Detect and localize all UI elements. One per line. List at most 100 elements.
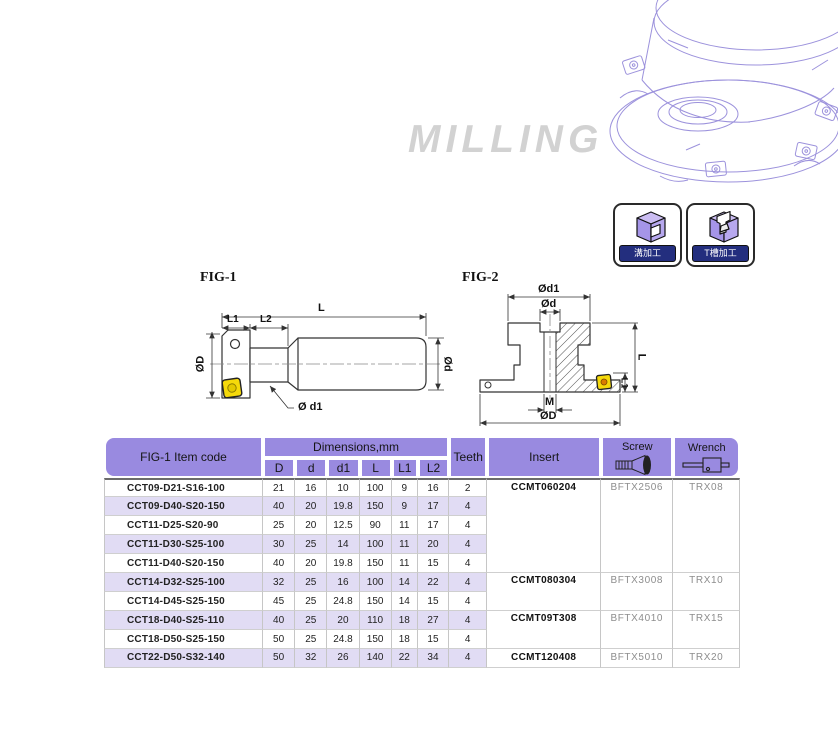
dim-L-cell: 100: [359, 535, 392, 554]
fig2-drawing: FIG-2: [452, 268, 667, 443]
dim-D-cell: 30: [262, 535, 296, 554]
insert-cell: CCMT09T308: [487, 611, 602, 649]
dim-D-cell: 50: [262, 630, 296, 649]
dim-L-cell: 100: [359, 573, 392, 592]
dim-L-cell: 140: [359, 649, 392, 668]
dim-L2-cell: 15: [417, 630, 450, 649]
table-row: CCT09-D40-S20-150 40 20 19.8 150 9 17 4: [104, 497, 740, 516]
teeth-cell: 4: [449, 573, 488, 592]
header-dim-d: d: [295, 458, 328, 478]
tslot-cube-icon: [698, 208, 744, 255]
screw-cell: BFTX5010: [601, 649, 674, 668]
milling-watermark: MILLING: [408, 118, 604, 161]
dim-d-cell: 32: [295, 649, 328, 668]
header-dim-L: L: [359, 458, 392, 478]
item-code-cell: CCT11-D25-S20-90: [104, 516, 263, 535]
teeth-cell: 4: [449, 516, 488, 535]
dim-L2-cell: 15: [417, 592, 450, 611]
item-code-cell: CCT18-D50-S25-150: [104, 630, 263, 649]
teeth-cell: 4: [449, 497, 488, 516]
header-item-code: FIG-1 Item code: [104, 436, 263, 478]
dim-d1-cell: 16: [327, 573, 360, 592]
header-dim-L2: L2: [417, 458, 450, 478]
fig1-dim-L1: L1: [227, 314, 239, 325]
dim-D-cell: 32: [262, 573, 296, 592]
insert-cell: CCMT060204: [487, 478, 602, 573]
fig1-dim-Od1: Ø d1: [298, 401, 323, 413]
dim-L2-cell: 20: [417, 535, 450, 554]
spec-table: FIG-1 Item code Dimensions,mm Teeth Inse…: [104, 436, 740, 668]
dim-d-cell: 25: [295, 573, 328, 592]
fig1-dim-L: L: [318, 302, 325, 314]
dim-d-cell: 25: [295, 535, 328, 554]
dim-L1-cell: 14: [391, 592, 418, 611]
screw-cell: BFTX2506: [601, 478, 674, 573]
dim-d-cell: 20: [295, 554, 328, 573]
fig2-title: FIG-2: [462, 270, 499, 285]
dim-d-cell: 25: [295, 611, 328, 630]
screw-cell: BFTX4010: [601, 611, 674, 649]
header-teeth: Teeth: [449, 436, 488, 478]
screw-label: Screw: [621, 440, 653, 453]
item-code-cell: CCT18-D40-S25-110: [104, 611, 263, 630]
dim-D-cell: 40: [262, 611, 296, 630]
header-dim-D: D: [262, 458, 296, 478]
dim-L1-cell: 14: [391, 573, 418, 592]
dim-d1-cell: 20: [327, 611, 360, 630]
wrench-icon: [682, 456, 730, 473]
fig1-drawing: FIG-1: [190, 268, 460, 433]
tslot-badge-label: T槽加工: [692, 245, 749, 262]
table-row: CCT22-D50-S32-140 50 32 26 140 22 34 4 CCMT12040…: [104, 649, 740, 668]
screw-cell: BFTX3008: [601, 573, 674, 611]
dim-D-cell: 45: [262, 592, 296, 611]
dim-L1-cell: 18: [391, 630, 418, 649]
dim-d-cell: 25: [295, 630, 328, 649]
header-wrench: Wrench: [673, 436, 740, 478]
insert-cell: CCMT120408: [487, 649, 602, 668]
teeth-cell: 4: [449, 535, 488, 554]
dim-D-cell: 50: [262, 649, 296, 668]
groove-cube-icon: [625, 208, 671, 255]
dim-d-cell: 25: [295, 592, 328, 611]
dim-L1-cell: 9: [391, 497, 418, 516]
dim-L2-cell: 34: [417, 649, 450, 668]
item-code-cell: CCT14-D32-S25-100: [104, 573, 263, 592]
dim-d1-cell: 14: [327, 535, 360, 554]
item-code-cell: CCT11-D30-S25-100: [104, 535, 263, 554]
dim-L1-cell: 9: [391, 478, 418, 497]
header-dimensions: Dimensions,mm: [262, 436, 450, 458]
dim-d-cell: 20: [295, 516, 328, 535]
table-row: CCT11-D25-S20-90 25 20 12.5 90 11 17 4: [104, 516, 740, 535]
fig1-dim-L2: L2: [260, 314, 272, 325]
dim-L2-cell: 17: [417, 516, 450, 535]
wrench-cell: TRX08: [673, 478, 740, 573]
dim-L2-cell: 17: [417, 497, 450, 516]
dim-L-cell: 110: [359, 611, 392, 630]
teeth-cell: 4: [449, 611, 488, 630]
table-row: CCT18-D40-S25-110 40 25 20 110 18 27 4 CCMT09T30…: [104, 611, 740, 649]
dim-d1-cell: 10: [327, 478, 360, 497]
header-dim-L1: L1: [391, 458, 418, 478]
header-dim-d1: d1: [327, 458, 360, 478]
wrench-cell: TRX15: [673, 611, 740, 649]
table-row: CCT11-D40-S20-150 40 20 19.8 150 11 15 4: [104, 554, 740, 573]
dim-L1-cell: 11: [391, 516, 418, 535]
item-code-cell: CCT11-D40-S20-150: [104, 554, 263, 573]
table-row: CCT14-D32-S25-100 32 25 16 100 14 22 4 CCMT08030…: [104, 573, 740, 611]
table-row: CCT09-D21-S16-100 21 16 10 100 9 16 2 CCMT060204…: [104, 478, 740, 573]
dim-D-cell: 40: [262, 497, 296, 516]
dim-D-cell: 21: [262, 478, 296, 497]
dim-L-cell: 150: [359, 554, 392, 573]
insert-cell: CCMT080304: [487, 573, 602, 611]
fig1-title: FIG-1: [200, 270, 237, 285]
item-code-cell: CCT09-D21-S16-100: [104, 478, 263, 497]
header-insert: Insert: [487, 436, 602, 478]
table-row: CCT11-D30-S25-100 30 25 14 100 11 20 4: [104, 535, 740, 554]
dim-d-cell: 16: [295, 478, 328, 497]
dim-L2-cell: 22: [417, 573, 450, 592]
dim-L2-cell: 16: [417, 478, 450, 497]
teeth-cell: 4: [449, 630, 488, 649]
dim-d1-cell: 19.8: [327, 497, 360, 516]
item-code-cell: CCT14-D45-S25-150: [104, 592, 263, 611]
